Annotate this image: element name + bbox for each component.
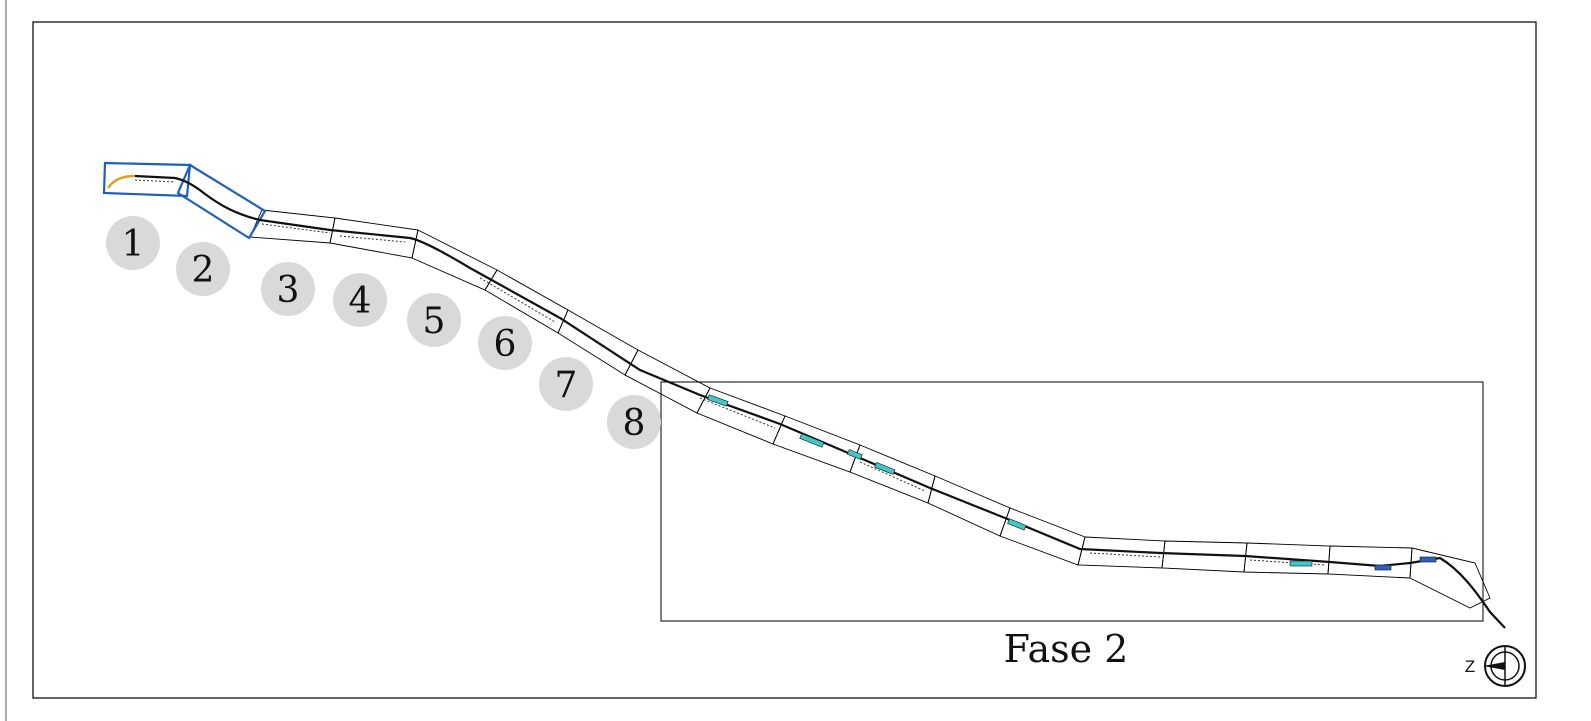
phase-label: Fase 2 xyxy=(1004,627,1129,671)
sheet-marker-7[interactable]: 7 xyxy=(539,357,593,411)
sheet-marker-1[interactable]: 1 xyxy=(106,216,160,270)
north-arrow-icon: Z xyxy=(1465,645,1526,687)
sheet-frames xyxy=(249,209,1491,609)
sheet-marker-label: 7 xyxy=(555,365,578,406)
sheet-marker-label: 3 xyxy=(277,270,300,311)
sheet-marker-5[interactable]: 5 xyxy=(407,293,461,347)
route-line xyxy=(134,174,1506,629)
sheet-marker-label: 1 xyxy=(122,224,145,265)
sheet-frame-1 xyxy=(102,161,192,198)
sheet-frame-18 xyxy=(1409,547,1491,609)
sheet-frame-2 xyxy=(176,163,267,240)
sheet-frame-12 xyxy=(927,475,1011,537)
phase-2-frame[interactable] xyxy=(660,381,1484,622)
route-start-segment xyxy=(106,174,136,189)
sheet-marker-3[interactable]: 3 xyxy=(261,262,315,316)
map-border xyxy=(32,21,1537,699)
water-features xyxy=(707,394,1437,571)
sheet-frame-13 xyxy=(999,507,1086,566)
highlighted-frames xyxy=(102,161,267,240)
sheet-marker-label: 4 xyxy=(349,281,372,322)
sheet-marker-label: 5 xyxy=(423,301,446,342)
sheet-marker-label: 2 xyxy=(192,250,215,291)
sheet-marker-6[interactable]: 6 xyxy=(478,316,532,370)
sheet-marker-8[interactable]: 8 xyxy=(607,395,661,449)
sheet-marker-label: 6 xyxy=(494,324,517,365)
north-arrow-label: Z xyxy=(1465,657,1475,676)
sheet-marker-2[interactable]: 2 xyxy=(176,242,230,296)
sheet-marker-4[interactable]: 4 xyxy=(333,273,387,327)
route-detail xyxy=(134,179,1326,566)
sheet-marker-label: 8 xyxy=(623,403,646,444)
